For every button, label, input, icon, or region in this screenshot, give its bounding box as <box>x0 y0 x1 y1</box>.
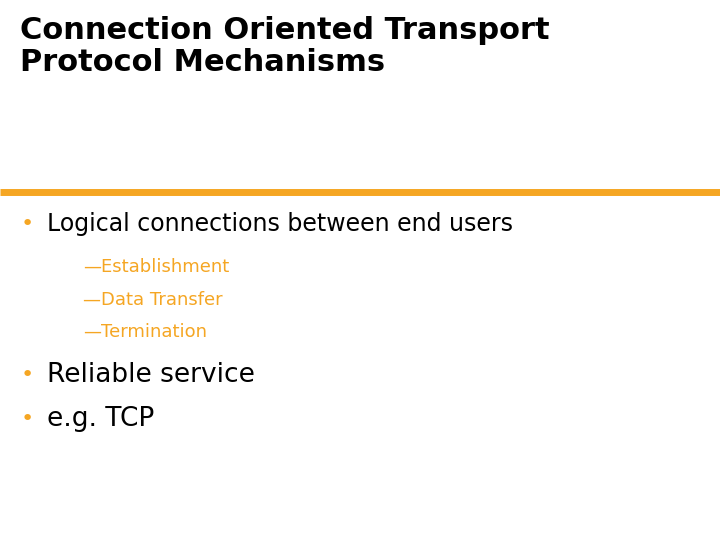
Text: •: • <box>20 365 33 386</box>
Text: •: • <box>20 214 33 234</box>
Text: —Data Transfer: —Data Transfer <box>83 291 222 309</box>
Text: —Establishment: —Establishment <box>83 258 229 276</box>
Text: •: • <box>20 408 33 429</box>
Text: Reliable service: Reliable service <box>47 362 255 388</box>
Text: e.g. TCP: e.g. TCP <box>47 406 154 431</box>
Text: Logical connections between end users: Logical connections between end users <box>47 212 513 236</box>
Text: —Termination: —Termination <box>83 323 207 341</box>
Text: Connection Oriented Transport
Protocol Mechanisms: Connection Oriented Transport Protocol M… <box>20 16 550 77</box>
